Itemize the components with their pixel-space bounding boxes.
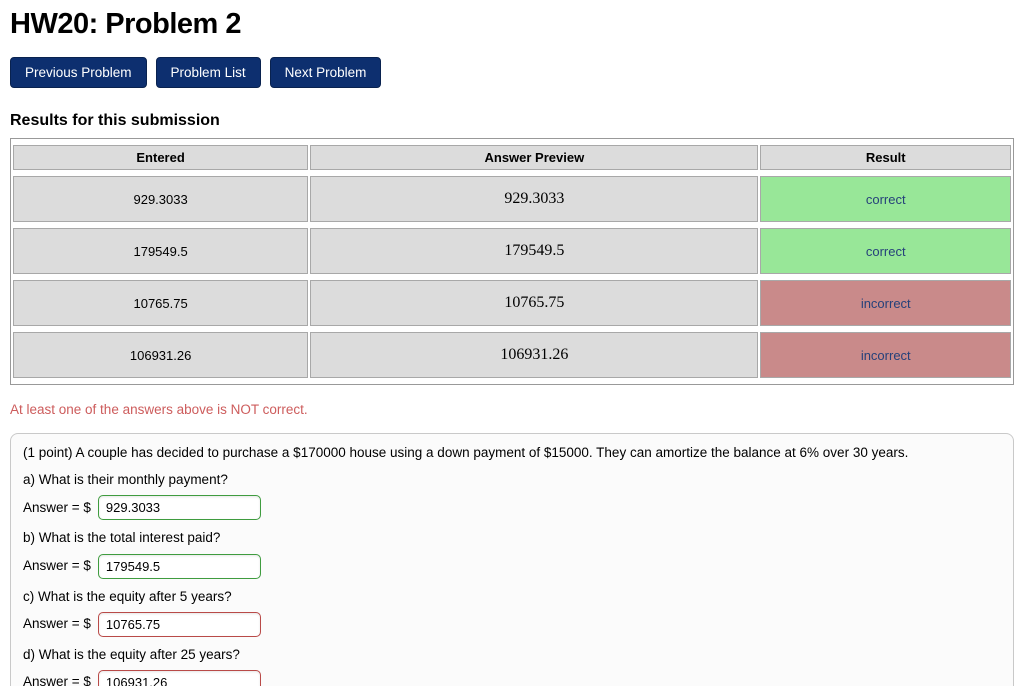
results-table: Entered Answer Preview Result 929.3033 9… xyxy=(10,138,1014,385)
previous-problem-button[interactable]: Previous Problem xyxy=(10,57,147,88)
results-heading: Results for this submission xyxy=(10,112,220,129)
question-d: d) What is the equity after 25 years? xyxy=(23,646,240,662)
column-header-result: Result xyxy=(760,145,1011,170)
answer-input-a[interactable] xyxy=(97,495,261,521)
next-problem-button[interactable]: Next Problem xyxy=(269,57,382,88)
answer-label: Answer = $ xyxy=(23,616,91,632)
answer-preview-cell: 929.3033 xyxy=(310,176,759,222)
result-cell: correct xyxy=(760,176,1011,222)
column-header-answer-preview: Answer Preview xyxy=(310,145,759,170)
answer-label: Answer = $ xyxy=(23,558,91,574)
problem-statement-box: (1 point) A couple has decided to purcha… xyxy=(10,433,1014,686)
table-row: 106931.26 106931.26 incorrect xyxy=(13,332,1011,378)
problem-statement: (1 point) A couple has decided to purcha… xyxy=(23,445,909,460)
answer-preview-cell: 179549.5 xyxy=(310,228,759,274)
result-cell: incorrect xyxy=(760,332,1011,378)
table-row: 929.3033 929.3033 correct xyxy=(13,176,1011,222)
table-row: 10765.75 10765.75 incorrect xyxy=(13,280,1011,326)
result-cell: correct xyxy=(760,228,1011,274)
column-header-entered: Entered xyxy=(13,145,309,170)
answer-label: Answer = $ xyxy=(23,499,91,515)
question-b: b) What is the total interest paid? xyxy=(23,530,221,546)
entered-cell: 106931.26 xyxy=(13,332,309,378)
answer-preview-cell: 10765.75 xyxy=(310,280,759,326)
question-c: c) What is the equity after 5 years? xyxy=(23,588,232,604)
entered-cell: 10765.75 xyxy=(13,280,309,326)
result-cell: incorrect xyxy=(760,280,1011,326)
entered-cell: 179549.5 xyxy=(13,228,309,274)
problem-list-button[interactable]: Problem List xyxy=(155,57,261,88)
answer-input-d[interactable] xyxy=(97,670,261,686)
answer-input-c[interactable] xyxy=(97,611,261,637)
table-header-row: Entered Answer Preview Result xyxy=(13,145,1011,170)
question-a: a) What is their monthly payment? xyxy=(23,472,228,488)
problem-nav: Previous Problem Problem List Next Probl… xyxy=(10,57,1014,88)
answer-line-c: Answer = $ xyxy=(23,611,1001,637)
answer-line-d: Answer = $ xyxy=(23,670,1001,686)
table-row: 179549.5 179549.5 correct xyxy=(13,228,1011,274)
warning-message: At least one of the answers above is NOT… xyxy=(10,402,308,417)
answer-input-b[interactable] xyxy=(97,553,261,579)
answer-label: Answer = $ xyxy=(23,674,91,686)
answer-line-a: Answer = $ xyxy=(23,495,1001,521)
answer-line-b: Answer = $ xyxy=(23,553,1001,579)
entered-cell: 929.3033 xyxy=(13,176,309,222)
page-title: HW20: Problem 2 xyxy=(10,8,242,40)
answer-preview-cell: 106931.26 xyxy=(310,332,759,378)
